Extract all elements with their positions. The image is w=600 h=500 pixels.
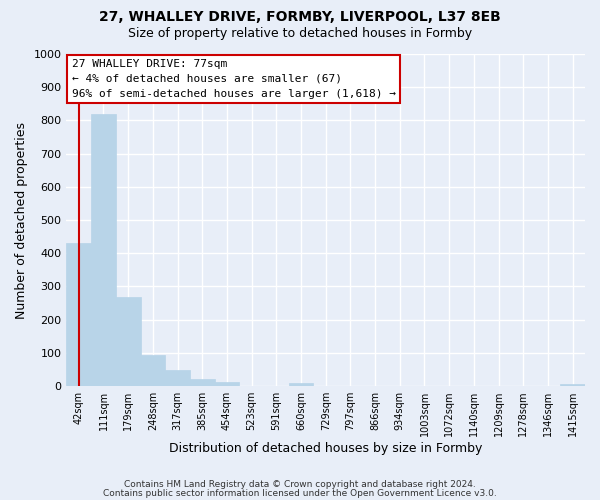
- Y-axis label: Number of detached properties: Number of detached properties: [15, 122, 28, 318]
- Text: Contains public sector information licensed under the Open Government Licence v3: Contains public sector information licen…: [103, 488, 497, 498]
- Text: Contains HM Land Registry data © Crown copyright and database right 2024.: Contains HM Land Registry data © Crown c…: [124, 480, 476, 489]
- Bar: [190, 380, 215, 386]
- X-axis label: Distribution of detached houses by size in Formby: Distribution of detached houses by size …: [169, 442, 482, 455]
- Bar: [215, 382, 239, 386]
- Bar: [140, 355, 165, 386]
- Text: Size of property relative to detached houses in Formby: Size of property relative to detached ho…: [128, 28, 472, 40]
- Bar: [289, 383, 313, 386]
- Bar: [165, 370, 190, 386]
- Text: 27 WHALLEY DRIVE: 77sqm
← 4% of detached houses are smaller (67)
96% of semi-det: 27 WHALLEY DRIVE: 77sqm ← 4% of detached…: [71, 59, 395, 98]
- Text: 27, WHALLEY DRIVE, FORMBY, LIVERPOOL, L37 8EB: 27, WHALLEY DRIVE, FORMBY, LIVERPOOL, L3…: [99, 10, 501, 24]
- Bar: [91, 114, 116, 386]
- Bar: [67, 244, 91, 386]
- Bar: [116, 297, 140, 386]
- Bar: [560, 384, 585, 386]
